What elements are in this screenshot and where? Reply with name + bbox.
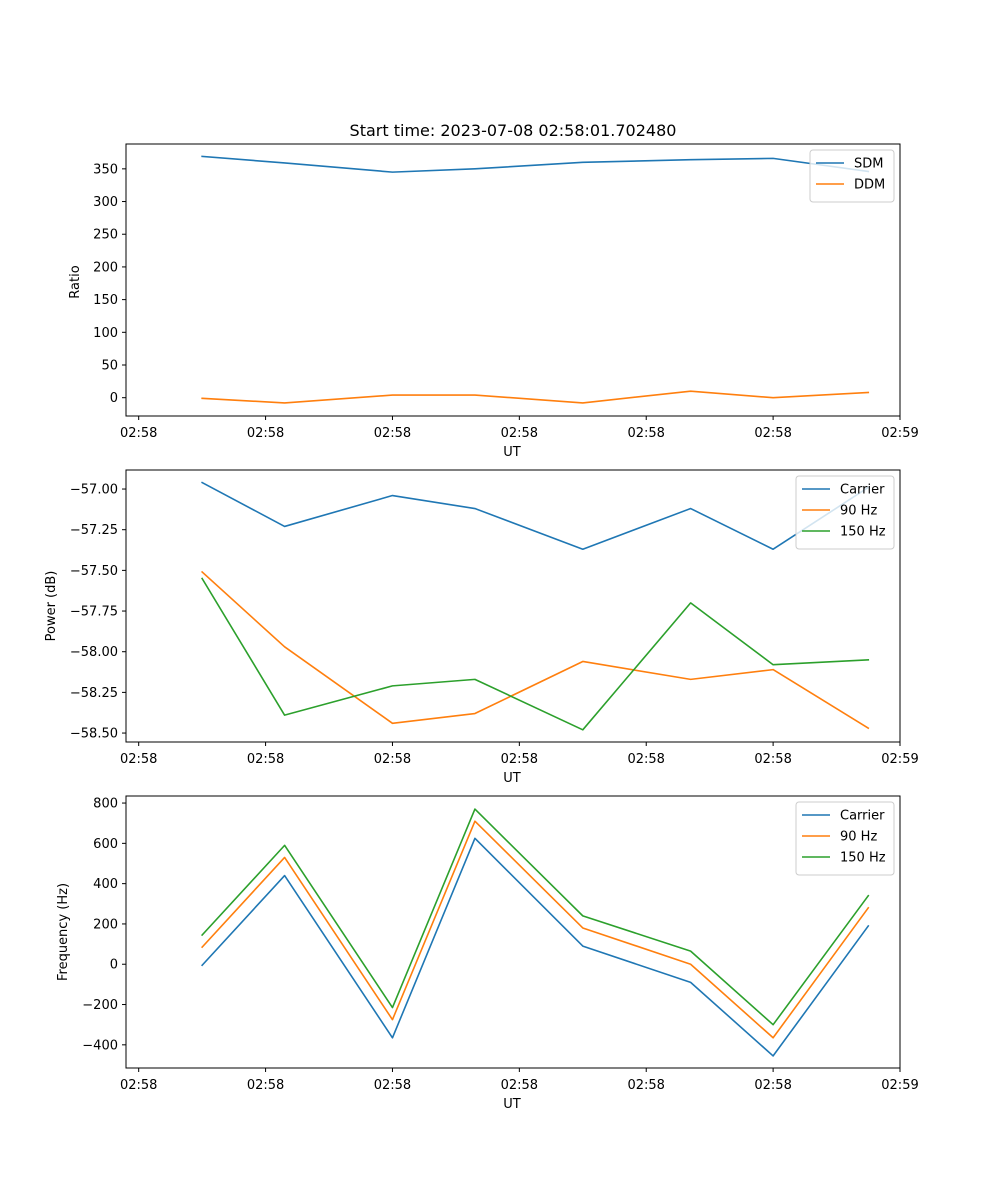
y-tick-label: −58.00 xyxy=(70,645,118,660)
legend: SDM DDM xyxy=(809,149,895,203)
series-line-90-hz xyxy=(200,820,870,1039)
series-line-150-hz xyxy=(201,577,870,731)
y-tick-label: −57.25 xyxy=(70,523,118,538)
y-tick-label: 200 xyxy=(93,260,118,275)
series-line-sdm xyxy=(201,155,870,173)
x-tick-label: 02:58 xyxy=(247,426,284,441)
frequency-plot-area: 02:58 02:58 02:58 02:58 02:58 02:58 02:59 −400 −… xyxy=(82,795,919,1093)
y-tick-label: 200 xyxy=(93,917,118,932)
legend-label: SDM xyxy=(854,157,883,172)
x-axis-label: UT xyxy=(503,771,521,786)
x-axis-label: UT xyxy=(503,1097,521,1112)
y-tick-label: 600 xyxy=(93,837,118,852)
series-line-ddm xyxy=(201,390,870,404)
legend-label: 150 Hz xyxy=(840,525,886,540)
x-tick-label: 02:58 xyxy=(120,1078,157,1093)
series-line-carrier xyxy=(201,481,870,551)
series-line-90-hz xyxy=(200,570,870,730)
series-line-150-hz xyxy=(200,808,870,1026)
x-tick-label: 02:59 xyxy=(881,1078,918,1093)
x-tick-label: 02:58 xyxy=(374,426,411,441)
x-tick-label: 02:58 xyxy=(247,752,284,767)
y-tick-label: 0 xyxy=(110,391,118,406)
y-tick-label: −58.25 xyxy=(70,686,118,701)
y-tick-label: 50 xyxy=(101,359,118,374)
x-tick-label: 02:58 xyxy=(627,1078,664,1093)
x-tick-label: 02:59 xyxy=(881,426,918,441)
y-tick-label: 150 xyxy=(93,293,118,308)
x-tick-label: 02:58 xyxy=(501,1078,538,1093)
axes-frame xyxy=(125,143,901,417)
axes-frame xyxy=(125,469,901,743)
y-tick-label: 800 xyxy=(93,797,118,812)
legend: Carrier 90 Hz 150 Hz xyxy=(795,801,895,876)
y-tick-label: −57.00 xyxy=(70,483,118,498)
y-tick-label: −57.75 xyxy=(70,605,118,620)
y-tick-label: 100 xyxy=(93,326,118,341)
x-tick-label: 02:58 xyxy=(247,1078,284,1093)
y-tick-label: 250 xyxy=(93,228,118,243)
legend-label: Carrier xyxy=(840,809,885,824)
x-tick-label: 02:59 xyxy=(881,752,918,767)
x-tick-label: 02:58 xyxy=(754,426,791,441)
y-tick-label: 350 xyxy=(93,162,118,177)
x-tick-label: 02:58 xyxy=(754,1078,791,1093)
x-tick-label: 02:58 xyxy=(754,752,791,767)
y-axis-label: Ratio xyxy=(68,265,83,298)
ratio-panel: Start time: 2023-07-08 02:58:01.702480 0… xyxy=(68,121,919,460)
ratio-plot-area: 02:58 02:58 02:58 02:58 02:58 02:58 02:59 0 50 10… xyxy=(93,143,919,441)
x-tick-label: 02:58 xyxy=(627,752,664,767)
x-tick-label: 02:58 xyxy=(627,426,664,441)
y-tick-label: 300 xyxy=(93,195,118,210)
y-tick-label: −58.50 xyxy=(70,727,118,742)
power-panel: 02:58 02:58 02:58 02:58 02:58 02:58 02:59 −58.5… xyxy=(44,469,919,786)
x-tick-label: 02:58 xyxy=(501,752,538,767)
legend-label: DDM xyxy=(854,178,885,193)
x-axis-label: UT xyxy=(503,445,521,460)
frequency-panel: 02:58 02:58 02:58 02:58 02:58 02:58 02:59 −400 −… xyxy=(56,795,919,1112)
series-line-carrier xyxy=(200,837,870,1057)
x-tick-label: 02:58 xyxy=(374,1078,411,1093)
chart-title: Start time: 2023-07-08 02:58:01.702480 xyxy=(350,121,677,140)
x-tick-label: 02:58 xyxy=(120,426,157,441)
legend-label: 90 Hz xyxy=(840,830,877,845)
x-tick-label: 02:58 xyxy=(374,752,411,767)
axes-frame xyxy=(125,795,901,1069)
power-plot-area: 02:58 02:58 02:58 02:58 02:58 02:58 02:59 −58.5… xyxy=(70,469,919,767)
y-tick-label: −57.50 xyxy=(70,564,118,579)
legend-label: 150 Hz xyxy=(840,851,886,866)
x-tick-label: 02:58 xyxy=(501,426,538,441)
y-tick-label: 0 xyxy=(110,958,118,973)
y-tick-label: 400 xyxy=(93,877,118,892)
y-tick-label: −400 xyxy=(82,1038,118,1053)
x-tick-label: 02:58 xyxy=(120,752,157,767)
legend-label: Carrier xyxy=(840,483,885,498)
legend: Carrier 90 Hz 150 Hz xyxy=(795,475,895,550)
y-axis-label: Power (dB) xyxy=(44,571,59,642)
y-axis-label: Frequency (Hz) xyxy=(56,883,71,981)
y-tick-label: −200 xyxy=(82,998,118,1013)
legend-label: 90 Hz xyxy=(840,504,877,519)
